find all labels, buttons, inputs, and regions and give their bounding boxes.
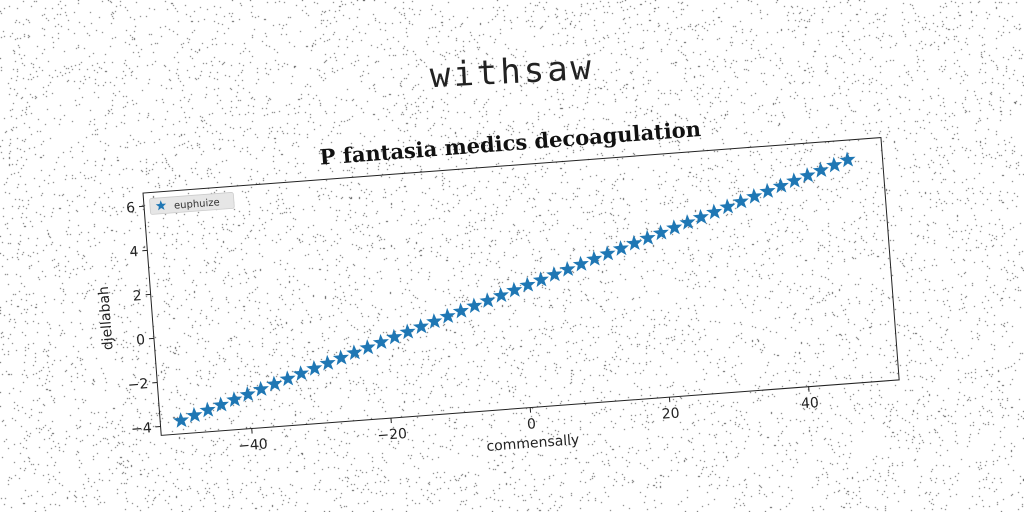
data-point-star (279, 370, 296, 387)
data-point-star (426, 313, 443, 329)
data-point-star (226, 391, 243, 407)
data-point-star (719, 198, 736, 215)
data-point-star (346, 344, 363, 361)
data-point-star (452, 302, 469, 319)
x-tick-label: −40 (238, 436, 269, 454)
data-point-star (186, 406, 203, 423)
data-point-star (492, 287, 509, 303)
data-point-star (599, 245, 616, 262)
data-point-star (692, 208, 709, 225)
data-point-star (706, 203, 723, 220)
y-tick-label: 6 (126, 200, 136, 217)
data-point-star (519, 276, 536, 293)
y-tick-label: 2 (132, 288, 142, 305)
y-axis-label: djellabah (96, 286, 117, 351)
legend: euphuize (149, 192, 235, 215)
data-point-star (306, 359, 323, 376)
y-tick-label: −4 (130, 420, 152, 438)
data-point-star (586, 250, 603, 267)
legend-label: euphuize (174, 197, 220, 211)
data-point-star (506, 281, 523, 298)
data-point-star (199, 401, 216, 418)
plot-frame (142, 137, 900, 436)
data-point-star (839, 151, 856, 168)
data-point-star (572, 255, 589, 272)
data-point-star (732, 193, 749, 209)
legend-marker-holder (155, 200, 167, 211)
data-point-star (252, 380, 269, 397)
data-point-star (319, 354, 336, 371)
data-point-star (759, 182, 776, 199)
data-point-star (746, 188, 763, 204)
data-point-star (679, 214, 696, 230)
data-point-star (372, 333, 389, 350)
data-point-star (359, 339, 376, 355)
data-point-star (772, 177, 789, 194)
data-point-star (172, 412, 189, 428)
data-point-star (386, 328, 403, 345)
data-point-star (612, 240, 629, 256)
data-point-star (212, 396, 229, 413)
data-point-star (532, 271, 549, 288)
data-point-star (546, 266, 563, 282)
chart-title: P fantasia medics decoagulation (319, 116, 702, 170)
data-point-star (639, 229, 656, 246)
legend-box (149, 192, 235, 215)
data-point-star (412, 318, 429, 334)
data-point-star (399, 323, 416, 340)
x-axis-label: commensally (486, 432, 580, 455)
data-point-star (479, 292, 496, 308)
y-tick-label: 4 (129, 244, 139, 261)
chart-group: P fantasia medics decoagulation commensa… (96, 116, 900, 455)
data-point-star (466, 297, 483, 314)
x-tick-label: −20 (377, 426, 408, 444)
y-tick-label: 0 (136, 332, 146, 349)
data-point-star (239, 386, 256, 402)
y-tick-label: −2 (127, 376, 149, 394)
data-point-star (559, 260, 576, 277)
x-tick-label: 40 (800, 395, 819, 412)
data-point-star (812, 161, 829, 178)
data-point-star (439, 307, 456, 324)
data-point-star (292, 365, 309, 381)
data-point-star (799, 167, 816, 183)
points-layer (172, 151, 856, 428)
data-point-star (332, 349, 349, 366)
data-point-star (626, 234, 643, 251)
data-point-star (666, 219, 683, 235)
x-tick-label: 20 (661, 405, 680, 422)
x-tick-label: 0 (526, 416, 536, 433)
data-point-star (266, 375, 283, 392)
data-point-star (826, 156, 843, 173)
data-point-star (786, 172, 803, 189)
legend-star-icon (155, 200, 167, 211)
data-point-star (652, 224, 669, 241)
